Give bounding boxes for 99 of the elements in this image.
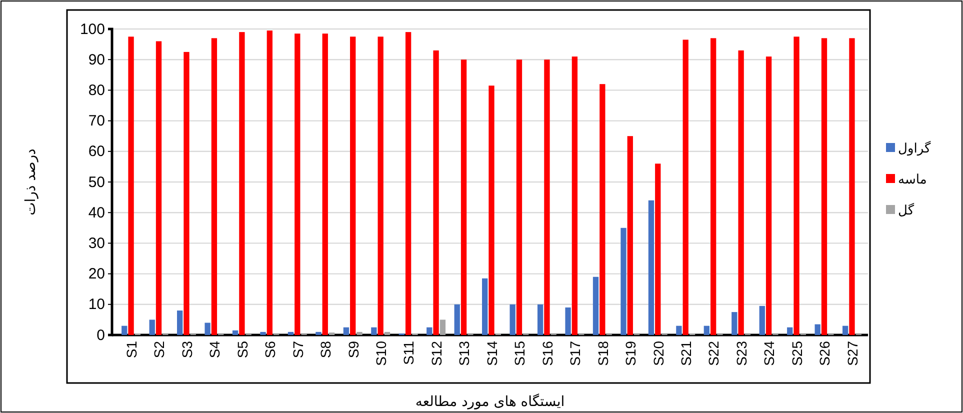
x-tick-label: S2 [151,340,168,358]
bar [260,332,266,335]
x-tick-label: S15 [512,340,528,366]
bar [433,50,439,335]
bar [759,306,765,335]
legend-label: گل [898,202,915,219]
x-tick-label: S7 [290,340,306,358]
y-tick-label: 70 [88,112,105,130]
bar [620,228,626,335]
bar [356,332,362,335]
bar [350,36,356,335]
y-tick-label: 40 [88,204,105,222]
x-tick-label: S13 [456,340,472,366]
x-tick-label: S19 [622,340,639,366]
bar [537,304,544,335]
x-tick-label: S6 [262,340,278,358]
bar [288,332,294,335]
bar [655,164,661,335]
x-axis-title: ایستگاه های مورد مطالعه [415,393,565,410]
bar [440,320,446,335]
bar [177,310,183,335]
bar [565,307,571,335]
x-tick-label: S18 [594,340,611,366]
y-tick-label: 100 [80,20,105,38]
bar [316,332,322,335]
bar [787,327,793,335]
bar [544,60,550,335]
bar [239,32,245,335]
y-tick-label: 30 [88,235,105,252]
legend-label: ماسه [898,172,927,188]
bar [676,326,682,335]
bar [842,326,848,335]
bar [704,326,710,335]
bar [682,40,688,335]
bar [814,324,820,335]
x-tick-label: S24 [761,340,778,366]
bar [322,34,328,335]
bar [184,52,190,335]
x-tick-label: S10 [372,340,389,366]
y-tick-label: 50 [88,174,105,191]
y-tick-label: 90 [88,51,105,68]
bar [627,136,633,335]
bar [516,60,522,335]
x-tick-label: S14 [484,340,500,366]
bar [204,322,210,335]
x-tick-label: S11 [400,340,417,365]
bar [232,330,238,335]
x-tick-label: S27 [844,340,860,366]
x-tick-label: S5 [234,340,250,358]
bar [384,332,390,335]
y-tick-label: 20 [88,266,105,283]
bar [211,38,218,335]
bar [371,327,377,335]
bar [488,86,494,335]
bar [600,84,606,335]
x-tick-label: S12 [428,340,444,366]
bar [378,36,384,335]
x-tick-label: S9 [345,340,362,358]
bar [510,304,516,335]
bar [849,38,855,335]
y-tick-label: 80 [88,82,105,99]
x-tick-label: S20 [650,340,666,366]
bar [794,36,800,335]
bar [122,326,128,335]
x-tick-label: S25 [788,340,805,366]
x-tick-label: S23 [733,340,750,366]
bar [343,327,350,335]
x-tick-label: S3 [178,340,195,358]
bar [572,56,578,335]
bar [710,38,716,335]
x-tick-label: S8 [318,340,334,358]
y-tick-label: 60 [88,143,105,160]
x-tick-label: S16 [539,340,556,366]
bar [648,200,654,335]
bar [426,327,432,335]
bar [738,50,744,335]
legend-label: گراول [898,140,932,157]
bar [128,36,134,335]
x-tick-label: S21 [678,340,694,366]
bar [482,278,488,335]
bar [149,320,155,335]
x-tick-label: S1 [123,340,140,358]
bar [294,34,300,335]
bar [405,32,412,335]
y-axis-title: درصد ذرات [23,148,39,216]
bar [454,304,460,335]
y-tick-label: 0 [96,326,105,344]
bar [766,56,772,335]
x-tick-label: S26 [816,340,833,366]
x-tick-label: S4 [206,340,223,358]
bar [156,41,162,335]
bar [266,30,272,335]
bar [821,38,828,335]
x-tick-label: S17 [567,340,584,366]
bar [460,60,467,335]
bar [732,312,738,335]
x-tick-label: S22 [706,340,722,366]
bar [592,276,599,335]
y-tick-label: 10 [88,296,105,314]
